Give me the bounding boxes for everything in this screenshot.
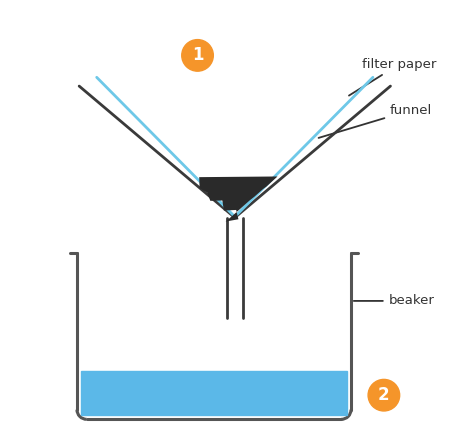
Polygon shape	[199, 176, 277, 222]
Text: 1: 1	[192, 46, 203, 64]
Text: filter paper: filter paper	[349, 58, 437, 95]
Circle shape	[368, 380, 400, 411]
Text: funnel: funnel	[319, 104, 432, 138]
Polygon shape	[82, 371, 346, 415]
Circle shape	[182, 40, 213, 71]
Text: 2: 2	[378, 386, 390, 404]
Text: beaker: beaker	[354, 294, 434, 307]
